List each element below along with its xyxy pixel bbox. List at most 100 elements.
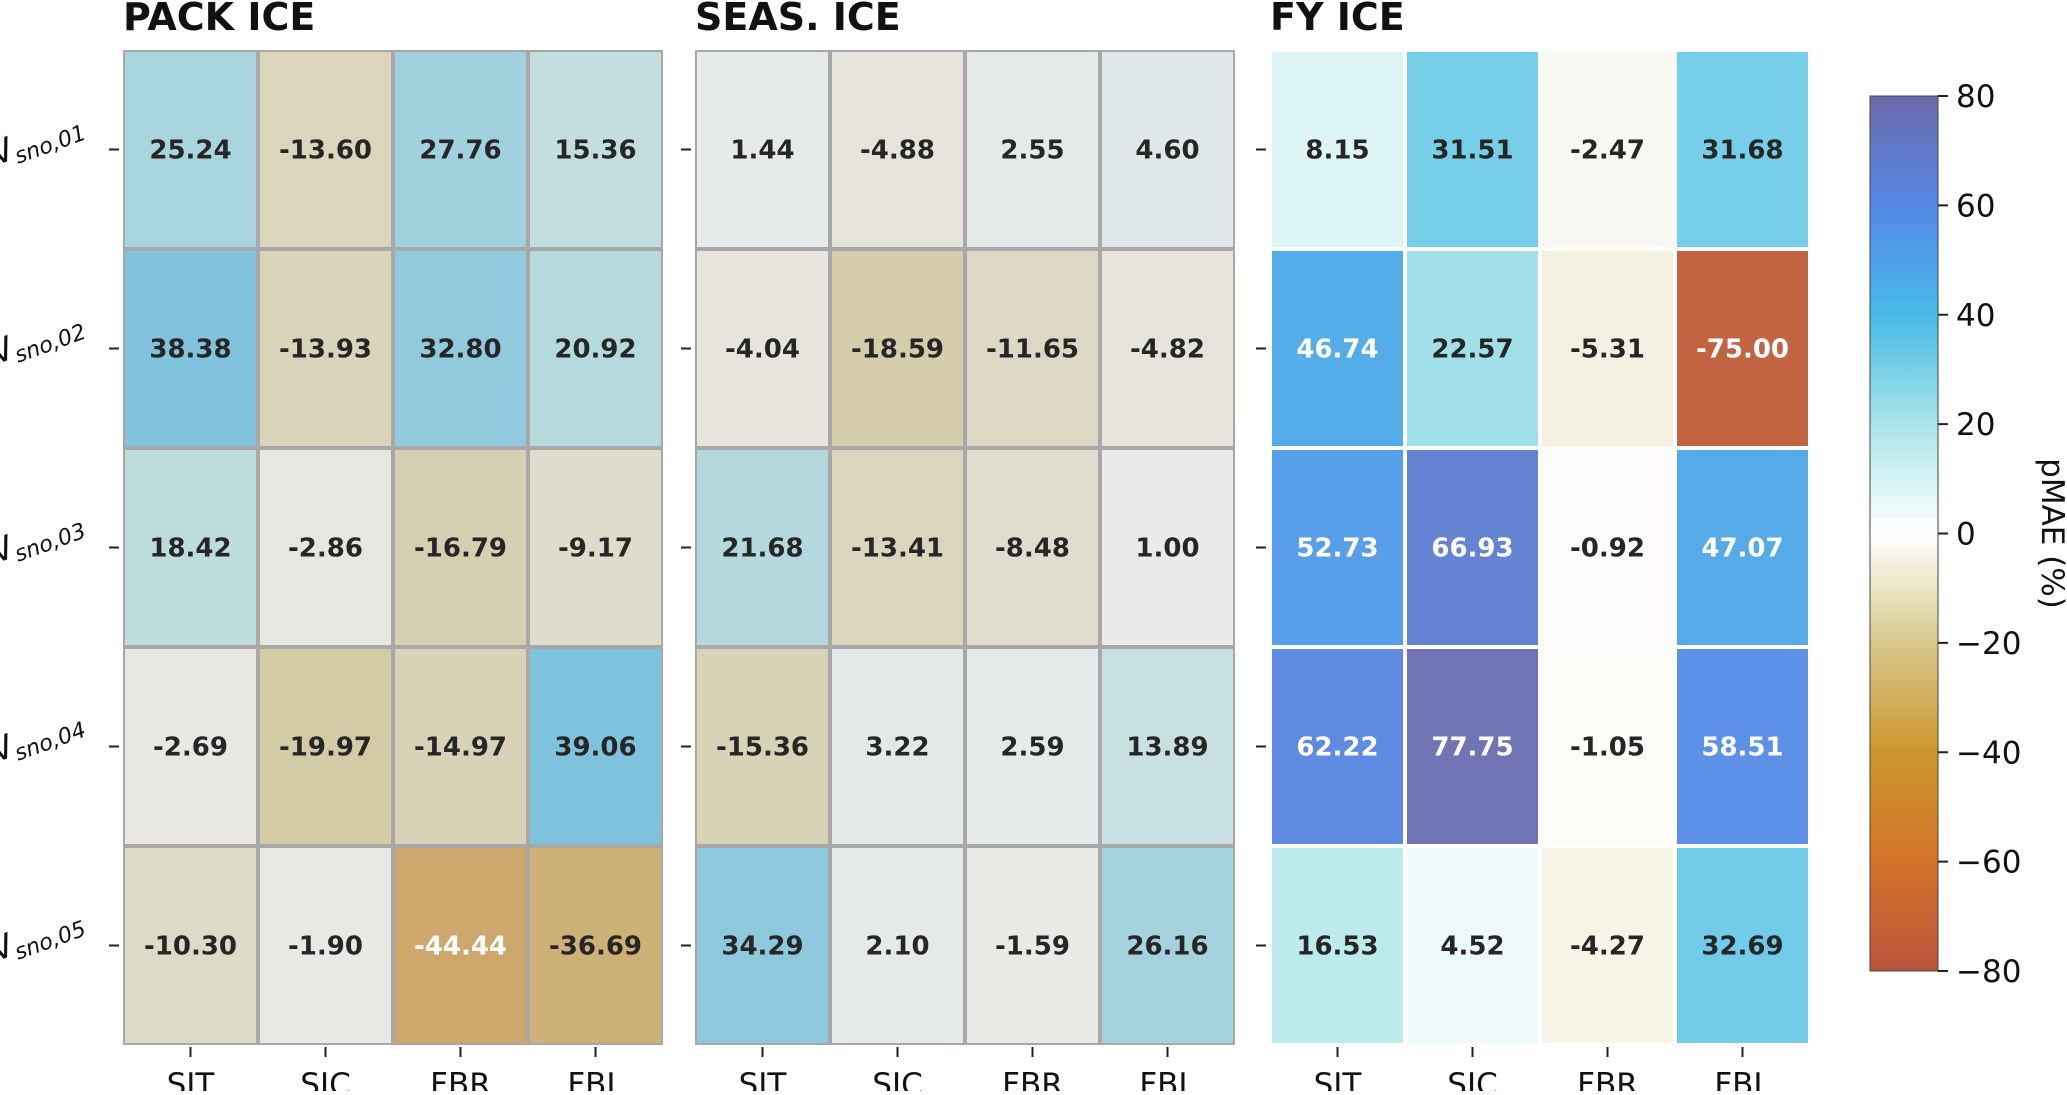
heatmap-cell: [528, 846, 663, 1045]
colorbar-tick-label: −60: [1956, 845, 2021, 881]
row-label-text: Vsno,01: [0, 104, 89, 177]
heatmap-cell: [830, 846, 965, 1045]
row-label-2: Vsno,02: [0, 303, 89, 376]
heatmap-cell: [1405, 448, 1540, 647]
heatmap-cell: [1675, 249, 1810, 448]
cell-value-label: 8.15: [1305, 136, 1369, 166]
heatmap-cell: [1100, 647, 1235, 846]
x-tick-label: SIT: [167, 1067, 216, 1091]
row-label-sub: sno,02: [11, 320, 89, 369]
row-label-sub: sno,05: [11, 917, 89, 966]
heatmap-cell: [258, 50, 393, 249]
heatmap-cell: [258, 448, 393, 647]
cell-value-label: 32.80: [419, 335, 501, 365]
cell-value-label: 62.22: [1296, 733, 1378, 763]
heatmap-cell: [965, 50, 1100, 249]
cell-value-label: 21.68: [721, 534, 803, 564]
cell-value-label: 47.07: [1701, 534, 1783, 564]
x-tick-label: FBL: [1139, 1067, 1196, 1091]
heatmap-cell: [393, 50, 528, 249]
cell-value-label: 34.29: [721, 932, 803, 962]
colorbar-tick-label: 20: [1956, 407, 1995, 443]
heatmap-cell: [123, 50, 258, 249]
heatmap-cell: [830, 249, 965, 448]
cell-value-label: -16.79: [414, 534, 507, 564]
heatmap-cell: [1405, 647, 1540, 846]
cell-value-label: 3.22: [865, 733, 929, 763]
cell-value-label: 26.16: [1126, 932, 1208, 962]
cell-value-label: 31.51: [1431, 136, 1513, 166]
row-label-sub: sno,04: [11, 718, 89, 767]
heatmap-cell: [1540, 249, 1675, 448]
heatmap-cell: [1675, 50, 1810, 249]
cell-value-label: 16.53: [1296, 932, 1378, 962]
colorbar-tick-label: 60: [1956, 188, 1995, 224]
cell-value-label: 2.10: [865, 932, 929, 962]
heatmap-cell: [528, 249, 663, 448]
colorbar-tick-label: −80: [1956, 954, 2021, 990]
heatmap-cell: [1270, 50, 1405, 249]
x-tick-label: SIC: [300, 1067, 350, 1091]
cell-value-label: -1.59: [995, 932, 1070, 962]
heatmap-cell: [1270, 846, 1405, 1045]
row-label-5: Vsno,05: [0, 900, 89, 973]
cell-value-label: 52.73: [1296, 534, 1378, 564]
row-label-text: Vsno,02: [0, 303, 89, 376]
cell-value-label: -2.86: [288, 534, 363, 564]
cell-value-label: -2.47: [1570, 136, 1645, 166]
heatmap-cell: [528, 448, 663, 647]
colorbar-tick-label: −20: [1956, 626, 2021, 662]
heatmap-cell: [695, 249, 830, 448]
cell-value-label: -2.69: [153, 733, 228, 763]
cell-value-label: 22.57: [1431, 335, 1513, 365]
cell-value-label: 46.74: [1296, 335, 1378, 365]
colorbar-tick-label: 40: [1956, 298, 1995, 334]
row-label-text: Vsno,05: [0, 900, 89, 973]
x-tick-label: FBL: [1714, 1067, 1771, 1091]
heatmap-cell: [1675, 846, 1810, 1045]
heatmap-cell: [1270, 647, 1405, 846]
heatmap-cell: [1405, 846, 1540, 1045]
x-tick-label: SIC: [1447, 1067, 1497, 1091]
heatmap-cell: [123, 448, 258, 647]
heatmap-cell: [830, 647, 965, 846]
heatmap-cell: [393, 647, 528, 846]
heatmap-cell: [1540, 647, 1675, 846]
row-label-1: Vsno,01: [0, 104, 89, 177]
cell-value-label: 27.76: [419, 136, 501, 166]
cell-value-label: -19.97: [279, 733, 372, 763]
cell-value-label: -1.90: [288, 932, 363, 962]
panel-title-3: FY ICE: [1270, 0, 1405, 39]
row-label-text: Vsno,04: [0, 701, 89, 774]
cell-value-label: 4.52: [1440, 932, 1504, 962]
heatmap-cell: [528, 647, 663, 846]
cell-value-label: -75.00: [1696, 335, 1789, 365]
heatmap-cell: [123, 647, 258, 846]
cell-value-label: -5.31: [1570, 335, 1645, 365]
heatmap-cell: [965, 448, 1100, 647]
cell-value-label: -0.92: [1570, 534, 1645, 564]
heatmap-cell: [1675, 448, 1810, 647]
heatmap-cell: [1540, 846, 1675, 1045]
x-tick-label: FBR: [1002, 1067, 1063, 1091]
cell-value-label: 15.36: [554, 136, 636, 166]
panel-title-1: PACK ICE: [123, 0, 315, 39]
cell-value-label: -4.88: [860, 136, 935, 166]
cell-value-label: -15.36: [716, 733, 809, 763]
heatmap-cell: [1100, 249, 1235, 448]
heatmap-cell: [1270, 249, 1405, 448]
cell-value-label: -36.69: [549, 932, 642, 962]
row-label-sub: sno,01: [11, 121, 89, 170]
cell-value-label: -1.05: [1570, 733, 1645, 763]
cell-value-label: -9.17: [558, 534, 633, 564]
heatmap-cell: [1540, 448, 1675, 647]
cell-value-label: 32.69: [1701, 932, 1783, 962]
cell-value-label: 1.44: [730, 136, 794, 166]
colorbar-tick-label: 0: [1956, 517, 1976, 553]
colorbar: [1869, 95, 1939, 972]
row-label-4: Vsno,04: [0, 701, 89, 774]
heatmap-cell: [1405, 50, 1540, 249]
heatmap-cell: [393, 846, 528, 1045]
